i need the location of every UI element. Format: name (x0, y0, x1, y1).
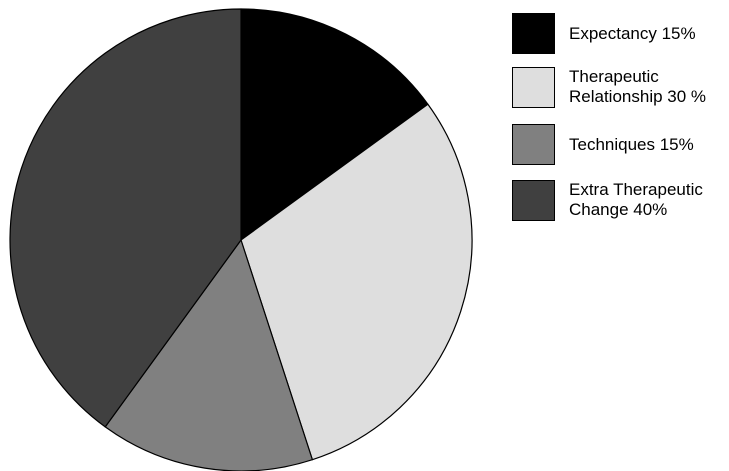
legend-swatch-techniques (512, 124, 555, 165)
pie-slice-techniques (104, 239, 313, 471)
legend-swatch-therapeutic-relationship (512, 67, 555, 108)
pie-slice-expectancy (240, 8, 429, 241)
legend-label-therapeutic-relationship: Therapeutic Relationship 30 % (569, 67, 707, 106)
legend-swatch-extra-therapeutic-change (512, 180, 555, 221)
pie-slice-therapeutic-relationship (240, 103, 473, 461)
legend-item-therapeutic-relationship: Therapeutic Relationship 30 % (512, 67, 706, 108)
legend-label-extra-therapeutic-change: Extra Therapeutic Change 40% (569, 180, 703, 219)
legend-item-extra-therapeutic-change: Extra Therapeutic Change 40% (512, 180, 703, 221)
legend-swatch-expectancy (512, 13, 555, 54)
legend-item-techniques: Techniques 15% (512, 124, 694, 165)
legend-item-expectancy: Expectancy 15% (512, 13, 696, 54)
legend-label-expectancy: Expectancy 15% (569, 24, 696, 43)
legend-label-techniques: Techniques 15% (569, 135, 694, 154)
pie-slices (9, 8, 473, 471)
pie-slice-extra-therapeutic-change (9, 8, 242, 428)
